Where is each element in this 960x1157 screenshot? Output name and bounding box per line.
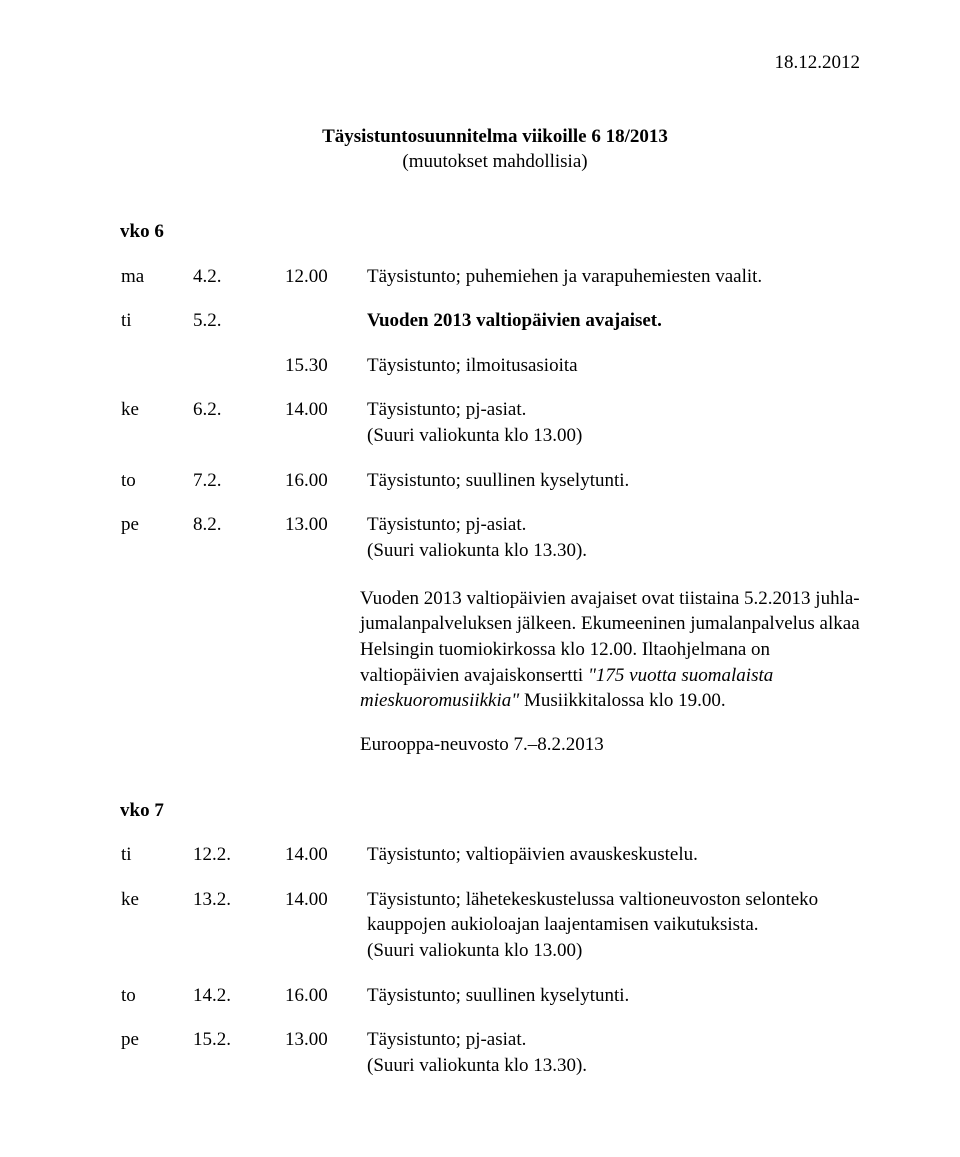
cell-day: ma <box>120 263 192 308</box>
week7-table: ti 12.2. 14.00 Täysistunto; valtiopäivie… <box>120 841 870 1096</box>
cell-day <box>120 352 192 397</box>
cell-day: ke <box>120 396 192 466</box>
cell-desc: Täysistunto; ilmoitusasioita <box>366 352 870 397</box>
cell-time: 13.00 <box>284 511 366 581</box>
table-row: ke 13.2. 14.00 Täysistunto; lähetekeskus… <box>120 886 870 982</box>
table-row: ti 12.2. 14.00 Täysistunto; valtiopäivie… <box>120 841 870 886</box>
desc-extra: (Suuri valiokunta klo 13.30). <box>367 1055 587 1076</box>
cell-day: pe <box>120 511 192 581</box>
desc-extra: (Suuri valiokunta klo 13.00) <box>367 425 582 446</box>
cell-desc-bold: Vuoden 2013 valtiopäivien avajaiset. <box>366 307 870 352</box>
cell-time: 14.00 <box>284 841 366 886</box>
document-date: 18.12.2012 <box>120 50 870 76</box>
cell-date: 5.2. <box>192 307 284 352</box>
cell-time: 15.30 <box>284 352 366 397</box>
title-main: Täysistuntosuunnitelma viikoille 6 18/20… <box>120 124 870 150</box>
cell-date: 7.2. <box>192 467 284 512</box>
cell-date: 14.2. <box>192 982 284 1027</box>
cell-day: ti <box>120 841 192 886</box>
cell-desc: Täysistunto; valtiopäivien avauskeskuste… <box>366 841 870 886</box>
cell-date: 13.2. <box>192 886 284 982</box>
cell-time: 13.00 <box>284 1026 366 1096</box>
cell-date: 4.2. <box>192 263 284 308</box>
table-row: to 14.2. 16.00 Täysistunto; suullinen ky… <box>120 982 870 1027</box>
cell-date: 15.2. <box>192 1026 284 1096</box>
desc-extra: (Suuri valiokunta klo 13.00) <box>367 940 582 961</box>
week6-table: ma 4.2. 12.00 Täysistunto; puhemiehen ja… <box>120 263 870 582</box>
table-row: to 7.2. 16.00 Täysistunto; suullinen kys… <box>120 467 870 512</box>
week6-label: vko 6 <box>120 219 870 245</box>
cell-time: 14.00 <box>284 886 366 982</box>
cell-day: to <box>120 467 192 512</box>
note-text: Musiikkitalossa klo 19.00. <box>519 690 725 711</box>
cell-date: 12.2. <box>192 841 284 886</box>
cell-time <box>284 307 366 352</box>
desc-text: Täysistunto; pj-asiat. <box>367 399 526 420</box>
cell-day: ke <box>120 886 192 982</box>
cell-time: 16.00 <box>284 467 366 512</box>
note-paragraph: Eurooppa-neuvosto 7.–8.2.2013 <box>360 732 870 758</box>
desc-extra: (Suuri valiokunta klo 13.30). <box>367 540 587 561</box>
cell-desc: Täysistunto; pj-asiat. (Suuri valiokunta… <box>366 1026 870 1096</box>
cell-desc: Täysistunto; suullinen kyselytunti. <box>366 982 870 1027</box>
desc-text: Täysistunto; lähetekeskustelussa valtion… <box>367 889 818 936</box>
cell-desc: Täysistunto; puhemiehen ja varapuhemiest… <box>366 263 870 308</box>
cell-time: 12.00 <box>284 263 366 308</box>
table-row: 15.30 Täysistunto; ilmoitusasioita <box>120 352 870 397</box>
cell-desc: Täysistunto; lähetekeskustelussa valtion… <box>366 886 870 982</box>
title-block: Täysistuntosuunnitelma viikoille 6 18/20… <box>120 124 870 175</box>
cell-date <box>192 352 284 397</box>
table-row: ma 4.2. 12.00 Täysistunto; puhemiehen ja… <box>120 263 870 308</box>
cell-time: 14.00 <box>284 396 366 466</box>
cell-day: pe <box>120 1026 192 1096</box>
cell-desc: Täysistunto; pj-asiat. (Suuri valiokunta… <box>366 511 870 581</box>
desc-text: Täysistunto; pj-asiat. <box>367 514 526 535</box>
table-row: pe 8.2. 13.00 Täysistunto; pj-asiat. (Su… <box>120 511 870 581</box>
cell-date: 6.2. <box>192 396 284 466</box>
week7-label: vko 7 <box>120 798 870 824</box>
title-sub: (muutokset mahdollisia) <box>120 149 870 175</box>
cell-date: 8.2. <box>192 511 284 581</box>
table-row: ke 6.2. 14.00 Täysistunto; pj-asiat. (Su… <box>120 396 870 466</box>
cell-desc: Täysistunto; pj-asiat. (Suuri valiokunta… <box>366 396 870 466</box>
cell-day: ti <box>120 307 192 352</box>
table-row: pe 15.2. 13.00 Täysistunto; pj-asiat. (S… <box>120 1026 870 1096</box>
table-row: ti 5.2. Vuoden 2013 valtiopäivien avajai… <box>120 307 870 352</box>
cell-desc: Täysistunto; suullinen kyselytunti. <box>366 467 870 512</box>
cell-time: 16.00 <box>284 982 366 1027</box>
week6-notes: Vuoden 2013 valtiopäivien avajaiset ovat… <box>360 586 870 758</box>
note-paragraph: Vuoden 2013 valtiopäivien avajaiset ovat… <box>360 586 870 714</box>
cell-day: to <box>120 982 192 1027</box>
desc-text: Täysistunto; pj-asiat. <box>367 1029 526 1050</box>
